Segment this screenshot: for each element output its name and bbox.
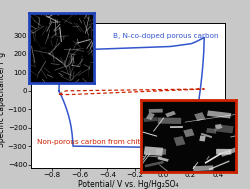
FancyBboxPatch shape [207,110,231,119]
FancyBboxPatch shape [216,149,231,155]
FancyBboxPatch shape [165,111,176,117]
FancyBboxPatch shape [220,148,237,157]
FancyBboxPatch shape [149,109,163,113]
FancyBboxPatch shape [214,124,234,133]
FancyBboxPatch shape [199,136,206,141]
FancyBboxPatch shape [144,146,163,156]
FancyBboxPatch shape [144,117,158,122]
Text: Non-porous carbon from chitosan: Non-porous carbon from chitosan [37,139,158,145]
FancyBboxPatch shape [193,165,214,171]
FancyBboxPatch shape [183,129,194,137]
FancyBboxPatch shape [194,112,205,121]
FancyBboxPatch shape [144,161,164,167]
FancyBboxPatch shape [156,149,166,155]
Y-axis label: Specific capacitance/ F·g⁻¹: Specific capacitance/ F·g⁻¹ [0,44,6,146]
FancyBboxPatch shape [158,118,181,124]
FancyBboxPatch shape [146,112,155,120]
FancyBboxPatch shape [174,136,186,146]
Text: B, N-co-doped porous carbon: B, N-co-doped porous carbon [112,33,218,39]
X-axis label: Potential/ V vs. Hg/Hg₂SO₄: Potential/ V vs. Hg/Hg₂SO₄ [78,180,178,189]
FancyBboxPatch shape [158,157,169,162]
FancyBboxPatch shape [206,128,217,134]
FancyBboxPatch shape [215,124,222,129]
